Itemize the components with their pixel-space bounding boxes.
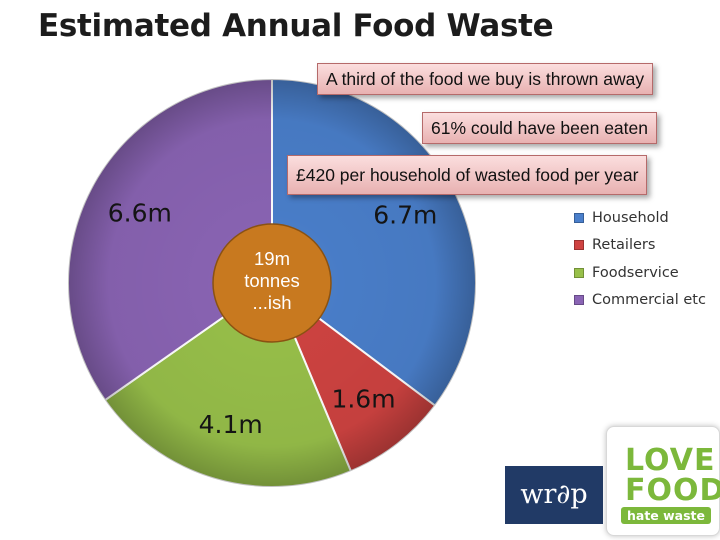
legend-label-commercial: Commercial etc [592, 292, 706, 309]
legend-swatch-household [574, 212, 584, 223]
logo-hate-waste-text: hate waste [621, 507, 712, 524]
center-total-unit: tonnes [244, 270, 300, 291]
legend-item-commercial: Commercial etc [574, 287, 706, 315]
pie-label-retailers: 1.6m [331, 385, 395, 414]
legend-swatch-commercial [574, 295, 584, 306]
legend-label-household: Household [592, 209, 669, 226]
pie-label-household: 6.7m [373, 200, 437, 229]
wrap-logo: wr∂p [505, 466, 603, 524]
logo-love-text: LOVE [625, 443, 716, 478]
legend-swatch-foodservice [574, 267, 584, 278]
logo-food-text: FOOD [625, 473, 720, 508]
chart-legend: Household Retailers Foodservice Commerci… [574, 204, 706, 314]
center-total-label: 19m tonnes ...ish [228, 248, 316, 314]
callout-third-thrown-away: A third of the food we buy is thrown awa… [317, 63, 654, 95]
slide-title: Estimated Annual Food Waste [38, 8, 554, 44]
pie-label-foodservice: 4.1m [199, 410, 263, 439]
legend-label-retailers: Retailers [592, 237, 656, 254]
center-total-circle [212, 223, 332, 343]
legend-item-household: Household [574, 204, 706, 232]
callout-61-percent-edible: 61% could have been eaten [422, 112, 657, 144]
center-total-value: 19m [254, 248, 290, 269]
center-total-note: ...ish [252, 292, 292, 313]
legend-swatch-retailers [574, 240, 584, 251]
legend-label-foodservice: Foodservice [592, 264, 679, 281]
legend-item-foodservice: Foodservice [574, 259, 706, 287]
pie-label-commercial-etc: 6.6m [108, 198, 172, 227]
love-food-hate-waste-logo: LOVE FOOD hate waste [606, 426, 720, 536]
legend-item-retailers: Retailers [574, 232, 706, 260]
callout-420-per-household: £420 per household of wasted food per ye… [287, 155, 648, 195]
